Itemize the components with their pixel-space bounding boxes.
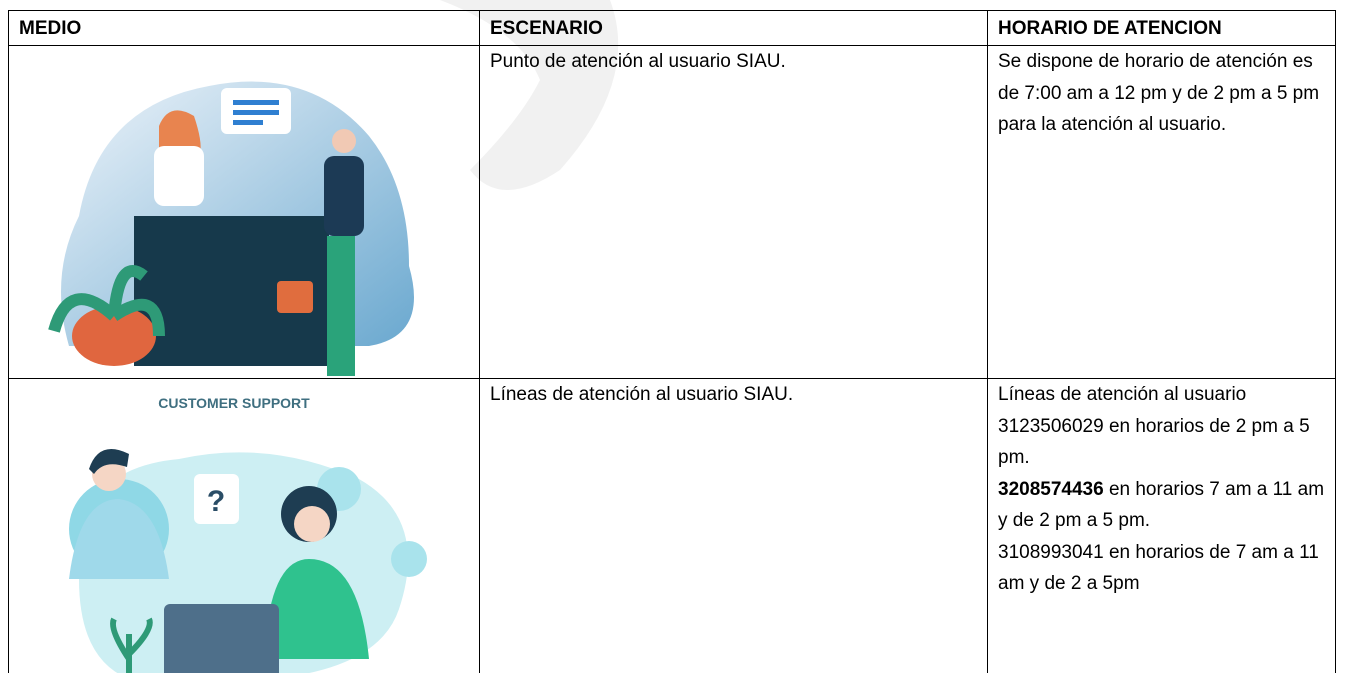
phone: 3108993041	[998, 541, 1104, 563]
svg-text:?: ?	[207, 485, 225, 518]
header-cell: MEDIO	[9, 11, 480, 46]
escenario-cell: Líneas de atención al usuario SIAU.	[480, 379, 988, 673]
phone: 3208574436	[998, 478, 1104, 500]
support-illustration: CUSTOMER SUPPORT ?	[69, 395, 427, 673]
phone: 3123506029	[998, 415, 1104, 437]
horario-line: 3123506029 en horarios de 2 pm a 5 pm.	[998, 411, 1327, 474]
horario-intro: Líneas de atención al usuario	[998, 384, 1247, 405]
horario-line: 3208574436 en horarios 7 am a 11 am y de…	[998, 474, 1327, 537]
table: MEDIO ESCENARIO HORARIO DE ATENCION Punt…	[8, 10, 1336, 673]
watermark-shape	[440, 0, 619, 190]
image-cell: CUSTOMER SUPPORT ?	[9, 379, 480, 673]
reception-illustration	[48, 81, 414, 376]
schedule: en horarios de 7 am a 11 am y de 2 a 5pm	[998, 541, 1319, 595]
horario-cell: Se dispone de horario de atención es de …	[988, 46, 1336, 379]
schedule: en horarios de 2 pm a 5 pm.	[998, 415, 1310, 469]
schedule: en horarios 7 am a 11 am y de 2 pm a 5 p…	[998, 478, 1325, 532]
image-caption: CUSTOMER SUPPORT	[158, 395, 310, 411]
image-cell	[9, 46, 480, 379]
header-cell: HORARIO DE ATENCION	[988, 11, 1336, 46]
escenario-cell: Punto de atención al usuario SIAU.	[480, 46, 988, 379]
horario-cell: Líneas de atención al usuario 3123506029…	[988, 379, 1336, 673]
horario-line: 3108993041 en horarios de 7 am a 11 am y…	[998, 537, 1327, 600]
header-cell: ESCENARIO	[480, 11, 988, 46]
